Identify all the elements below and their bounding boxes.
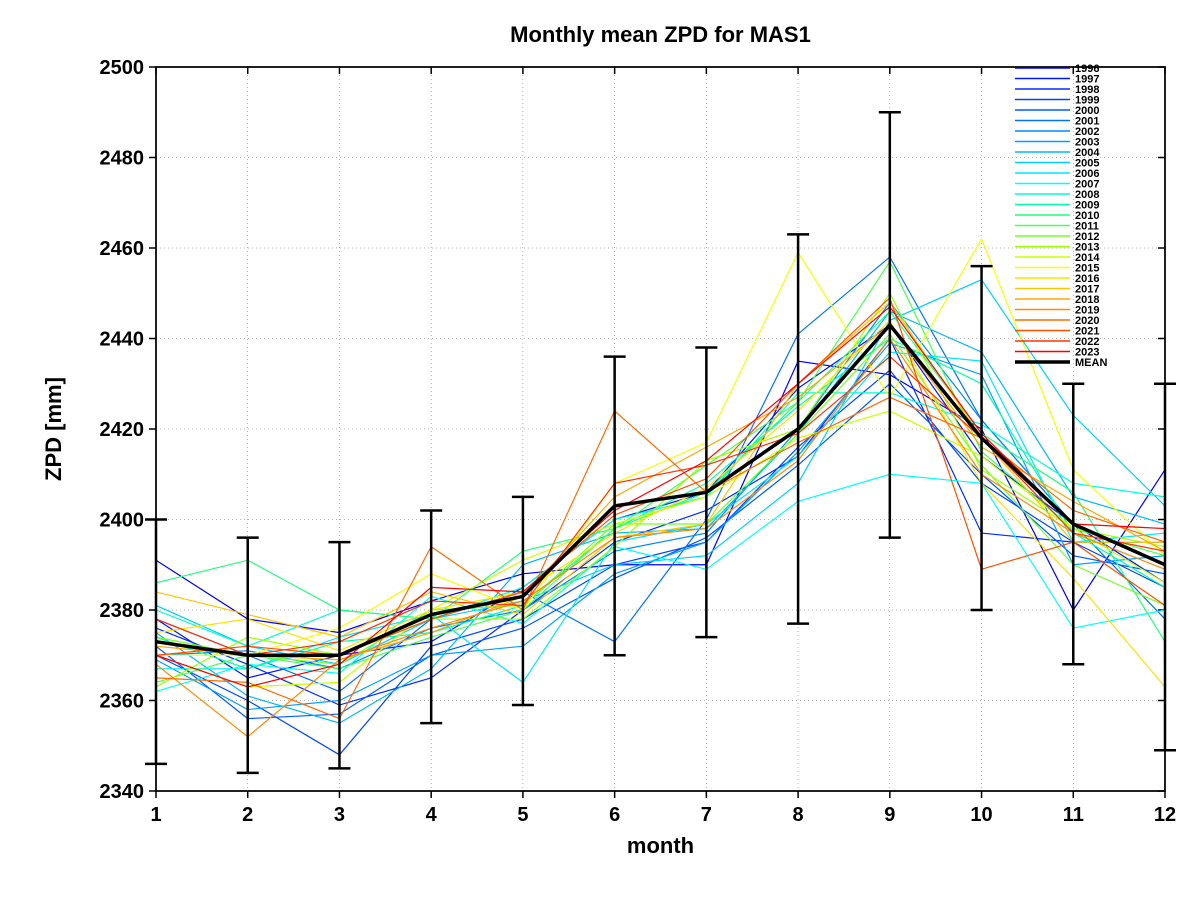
- x-tick-label: 12: [1154, 804, 1176, 826]
- y-tick-label: 2360: [100, 691, 145, 713]
- x-tick-label: 3: [334, 804, 345, 826]
- x-axis-label: month: [627, 833, 694, 858]
- y-tick-label: 2460: [100, 238, 145, 260]
- x-tick-label: 6: [609, 804, 620, 826]
- x-tick-label: 4: [426, 804, 438, 826]
- chart-container: 1234567891011122340236023802400242024402…: [0, 0, 1201, 901]
- y-tick-label: 2380: [100, 600, 145, 622]
- x-tick-label: 10: [970, 804, 992, 826]
- y-tick-label: 2480: [100, 148, 145, 170]
- x-tick-label: 8: [793, 804, 804, 826]
- y-tick-label: 2440: [100, 329, 145, 351]
- y-tick-label: 2400: [100, 510, 145, 532]
- x-tick-label: 7: [701, 804, 712, 826]
- x-tick-label: 1: [150, 804, 161, 826]
- x-tick-label: 11: [1063, 804, 1084, 826]
- x-tick-label: 9: [884, 804, 895, 826]
- y-tick-label: 2340: [100, 781, 145, 803]
- legend-label: MEAN: [1075, 357, 1107, 369]
- x-tick-label: 2: [242, 804, 253, 826]
- y-tick-label: 2500: [100, 57, 145, 79]
- chart-svg: 1234567891011122340236023802400242024402…: [0, 0, 1201, 901]
- x-tick-label: 5: [517, 804, 528, 826]
- y-tick-label: 2420: [100, 419, 145, 441]
- chart-title: Monthly mean ZPD for MAS1: [510, 22, 811, 47]
- y-axis-label: ZPD [mm]: [41, 377, 66, 481]
